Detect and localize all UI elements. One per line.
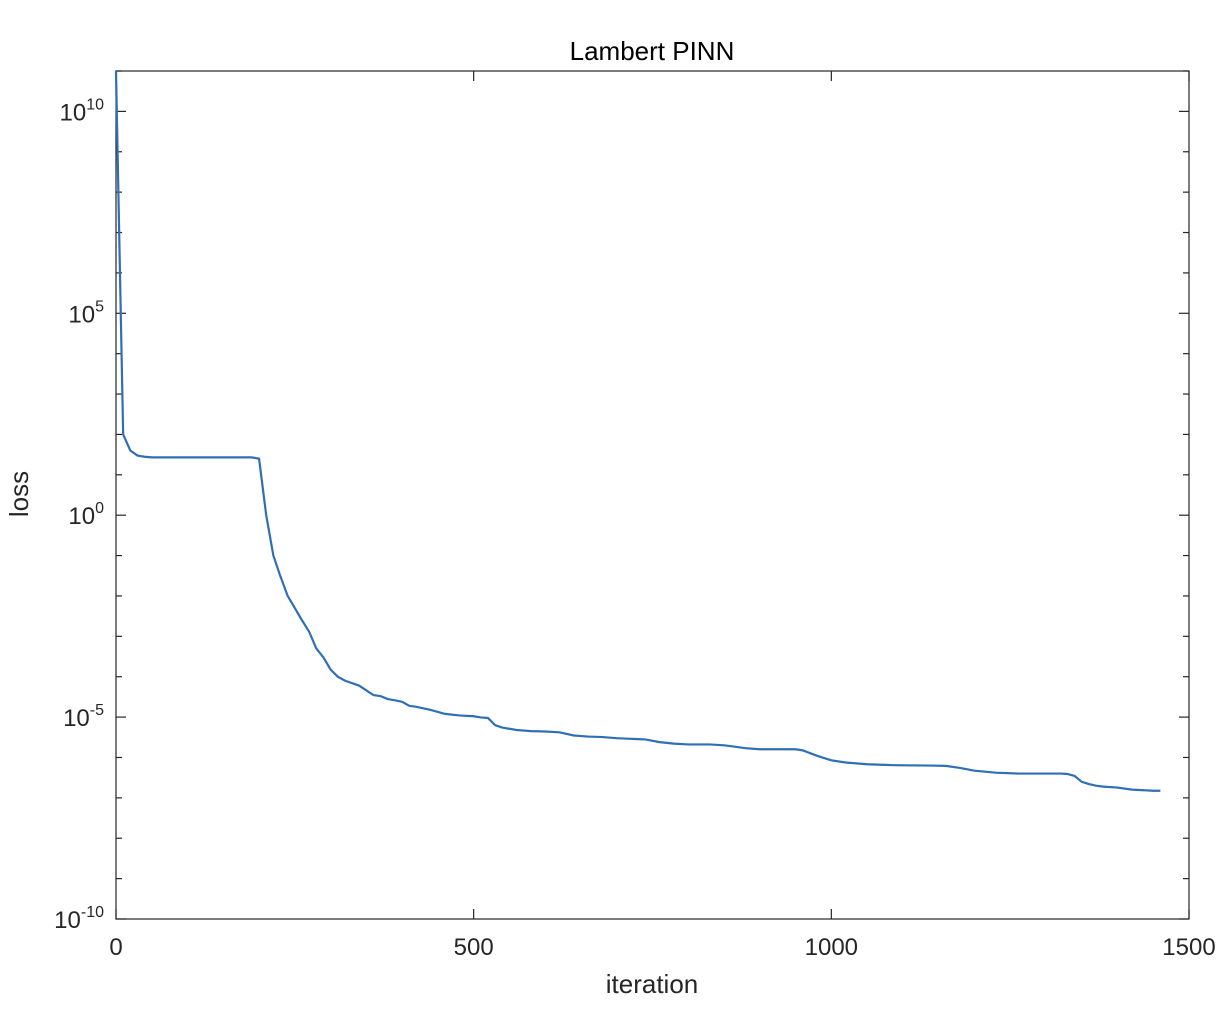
chart-title: Lambert PINN	[570, 36, 735, 66]
x-tick-label: 0	[109, 934, 122, 961]
x-tick-label: 1500	[1162, 934, 1215, 961]
y-tick-label: 10-5	[63, 702, 104, 732]
plot-frame	[115, 70, 1190, 920]
y-tick-label: 100	[68, 500, 104, 530]
y-axis-label: loss	[4, 471, 34, 517]
y-tick-label: 10-10	[54, 904, 104, 934]
x-axis-label: iteration	[606, 969, 699, 999]
x-tick-label: 500	[454, 934, 494, 961]
y-tick-label: 1010	[60, 96, 105, 126]
y-tick-label: 105	[68, 298, 104, 328]
axis-ticks	[115, 70, 1190, 920]
axis-tick-labels: 0 500 1000 1500 10-10 10-5 100 105 1010	[54, 96, 1216, 961]
x-tick-label: 1000	[805, 934, 858, 961]
loss-series-line	[114, 70, 1161, 792]
